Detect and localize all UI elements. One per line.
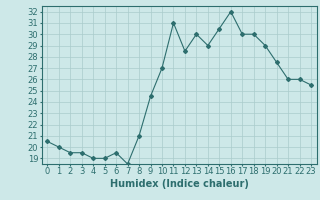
X-axis label: Humidex (Indice chaleur): Humidex (Indice chaleur) <box>110 179 249 189</box>
